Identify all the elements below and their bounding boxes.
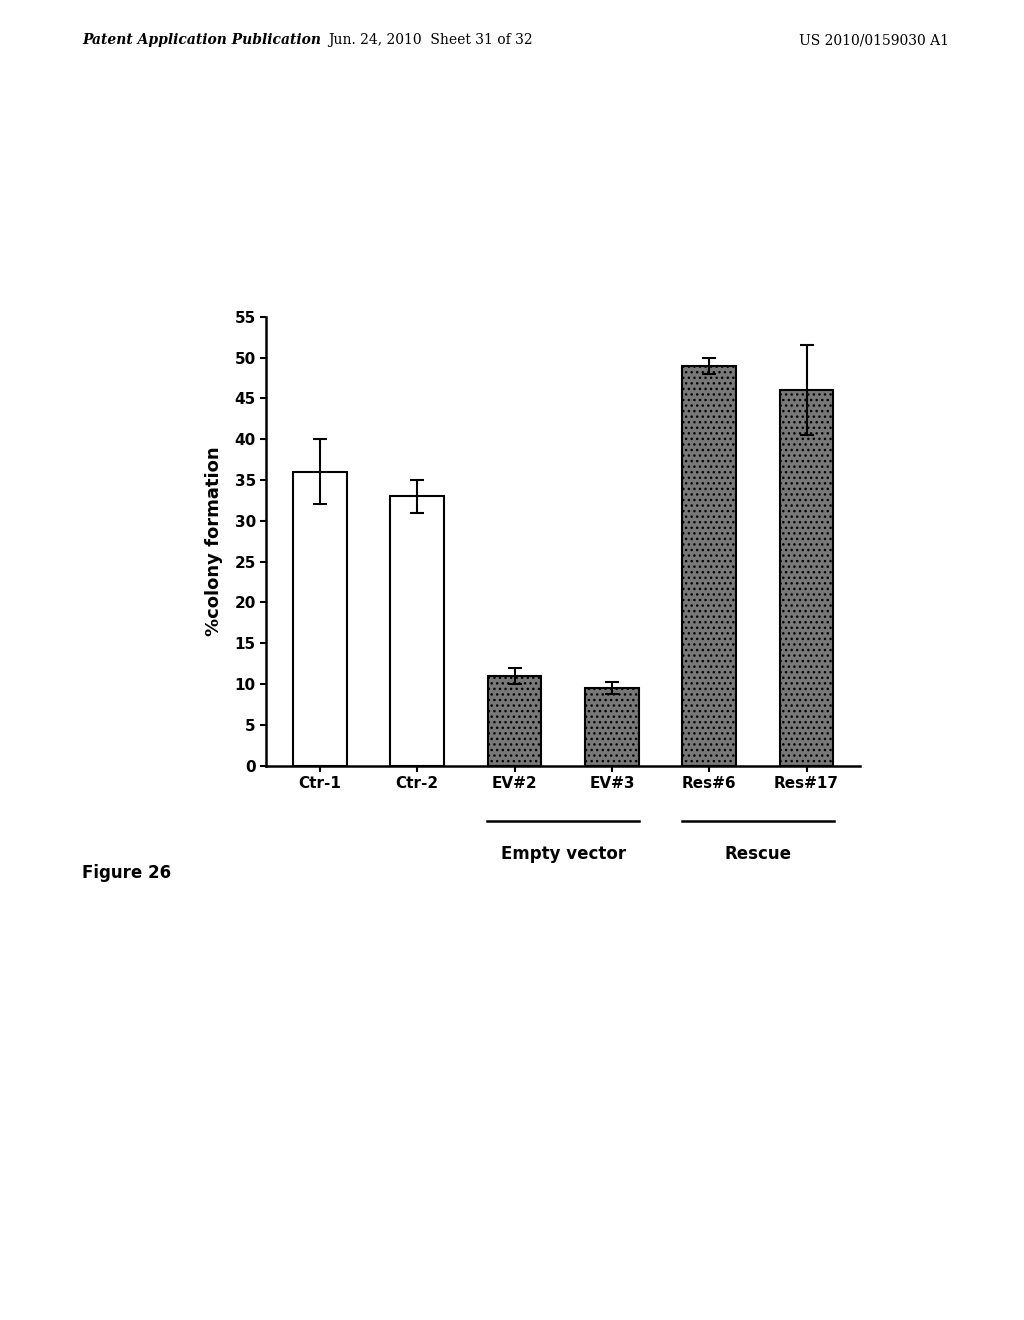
Bar — [487, 676, 542, 766]
Bar — [780, 391, 834, 766]
Y-axis label: %colony formation: %colony formation — [206, 446, 223, 636]
Bar — [293, 471, 346, 766]
Text: Empty vector: Empty vector — [501, 845, 626, 863]
Bar — [487, 676, 542, 766]
Text: US 2010/0159030 A1: US 2010/0159030 A1 — [799, 33, 948, 48]
Bar — [682, 366, 736, 766]
Bar — [585, 688, 639, 766]
Bar — [682, 366, 736, 766]
Text: Rescue: Rescue — [724, 845, 792, 863]
Bar — [585, 688, 639, 766]
Text: Patent Application Publication: Patent Application Publication — [82, 33, 321, 48]
Bar — [780, 391, 834, 766]
Text: Figure 26: Figure 26 — [82, 863, 171, 882]
Text: Jun. 24, 2010  Sheet 31 of 32: Jun. 24, 2010 Sheet 31 of 32 — [328, 33, 532, 48]
Bar — [390, 496, 444, 766]
